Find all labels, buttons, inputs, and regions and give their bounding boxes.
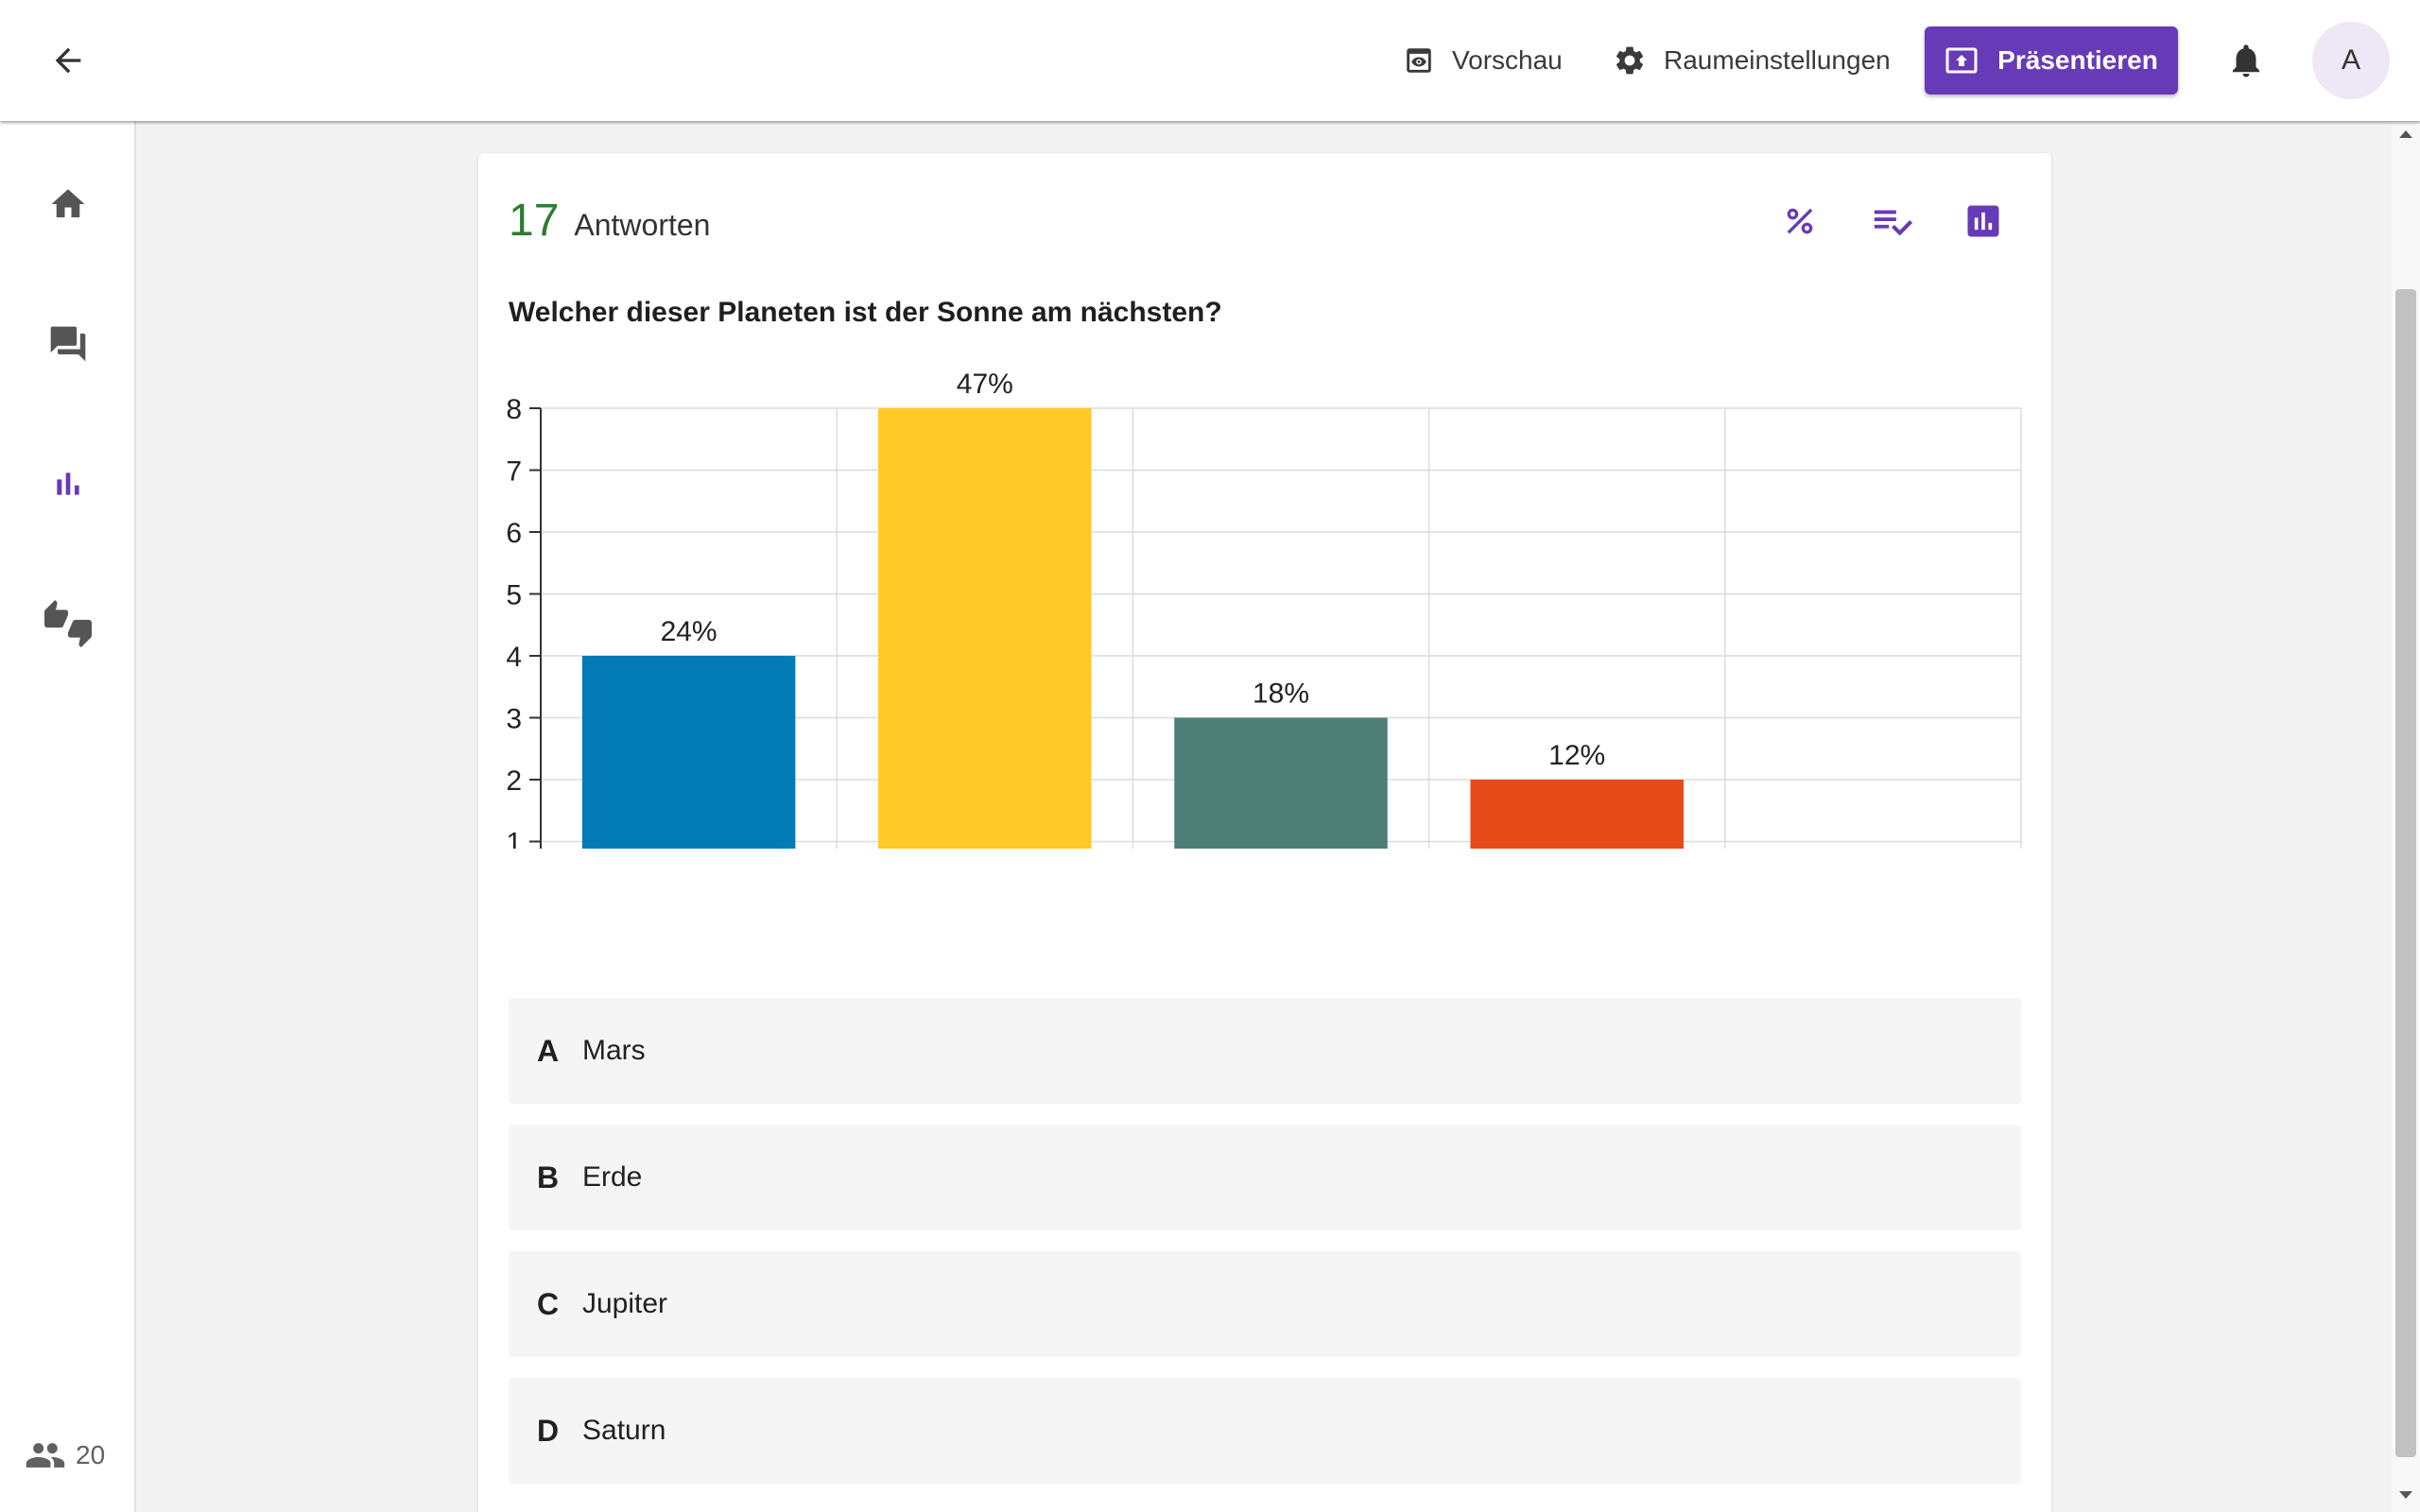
bar-d: [1470, 780, 1684, 849]
answer-option-b: B Erde: [509, 1125, 2021, 1230]
bar-value-label: 47%: [957, 369, 1013, 400]
present-label: Präsentieren: [1997, 45, 2158, 75]
y-tick-label: 8: [506, 394, 522, 425]
top-bar: Vorschau Raumeinstellungen Präsentieren …: [0, 0, 2420, 121]
question-text: Welcher dieser Planeten ist der Sonne am…: [509, 297, 1222, 328]
y-tick-label: 4: [506, 642, 522, 673]
bar-chart-icon: [57, 472, 79, 495]
arrow-back-icon: [55, 47, 81, 74]
answer-letter: C: [537, 1286, 560, 1321]
y-tick-label: 7: [506, 456, 522, 488]
results-bar-chart: 01234567824%A47%B18%C12%DEnthaltungen: [506, 369, 2022, 850]
results-card: 17 Antworten Welcher dieser Planeten ist…: [478, 153, 2051, 1512]
sidebar: 20: [0, 121, 136, 1512]
answer-option-d: D Saturn: [509, 1378, 2021, 1484]
answer-option-a: A Mars: [509, 998, 2021, 1104]
preview-icon: [1407, 48, 1431, 73]
gear-icon: [1616, 46, 1644, 75]
scrollbar-thumb[interactable]: [2395, 289, 2416, 1457]
answer-letter: B: [537, 1160, 560, 1194]
bell-icon: [2233, 44, 2259, 77]
y-tick-label: 2: [506, 765, 522, 797]
back-button[interactable]: [42, 38, 95, 83]
sidebar-item-feedback[interactable]: [34, 590, 102, 658]
preview-label: Vorschau: [1452, 45, 1563, 75]
thumbs-up-down-icon: [44, 600, 92, 647]
bar-value-label: 12%: [1548, 740, 1605, 771]
bar-b: [878, 408, 1092, 849]
room-settings-label: Raumeinstellungen: [1664, 45, 1891, 75]
sidebar-item-home[interactable]: [34, 170, 102, 238]
chart-view-button[interactable]: [1953, 191, 2014, 251]
answer-text: Jupiter: [582, 1288, 668, 1319]
bar-a: [581, 656, 796, 849]
assessment-icon: [1967, 205, 1999, 237]
playlist-check-icon: [1874, 210, 1913, 236]
answer-text: Mars: [582, 1035, 646, 1066]
room-settings-button[interactable]: Raumeinstellungen: [1613, 26, 1891, 94]
y-tick-label: 3: [506, 704, 522, 735]
scrollbar[interactable]: [2392, 121, 2420, 1512]
answer-text: Saturn: [582, 1415, 666, 1446]
sidebar-item-questions[interactable]: [34, 310, 102, 378]
y-tick-label: 5: [506, 580, 522, 611]
y-tick-label: 1: [506, 828, 522, 850]
toggle-percent-button[interactable]: [1770, 191, 1830, 251]
y-tick-label: 6: [506, 518, 522, 549]
answer-count-number: 17: [509, 196, 560, 246]
preview-button[interactable]: Vorschau: [1403, 26, 1563, 94]
show-correct-button[interactable]: [1862, 191, 1923, 251]
online-users: 20: [25, 1435, 105, 1476]
scroll-down-arrow[interactable]: [2399, 1491, 2412, 1499]
bar-value-label: 18%: [1253, 679, 1309, 710]
notifications-button[interactable]: [2223, 38, 2269, 83]
online-count: 20: [76, 1440, 106, 1469]
bar-c: [1174, 717, 1388, 849]
answer-letter: D: [537, 1413, 560, 1448]
home-icon: [51, 189, 85, 217]
present-to-all-icon: [1945, 47, 1978, 74]
answer-text: Erde: [582, 1161, 643, 1193]
percent-icon: [1787, 208, 1813, 234]
forum-icon: [50, 326, 86, 362]
people-icon: [26, 1443, 65, 1468]
present-button[interactable]: Präsentieren: [1925, 26, 2178, 94]
bar-value-label: 24%: [661, 616, 717, 647]
answer-count: 17 Antworten: [509, 195, 710, 247]
answer-option-c: C Jupiter: [509, 1251, 2021, 1357]
answer-count-label: Antworten: [574, 208, 711, 242]
avatar[interactable]: A: [2312, 22, 2390, 99]
answer-letter: A: [537, 1033, 560, 1068]
sidebar-item-surveys[interactable]: [34, 450, 102, 518]
scroll-up-arrow[interactable]: [2399, 130, 2412, 138]
